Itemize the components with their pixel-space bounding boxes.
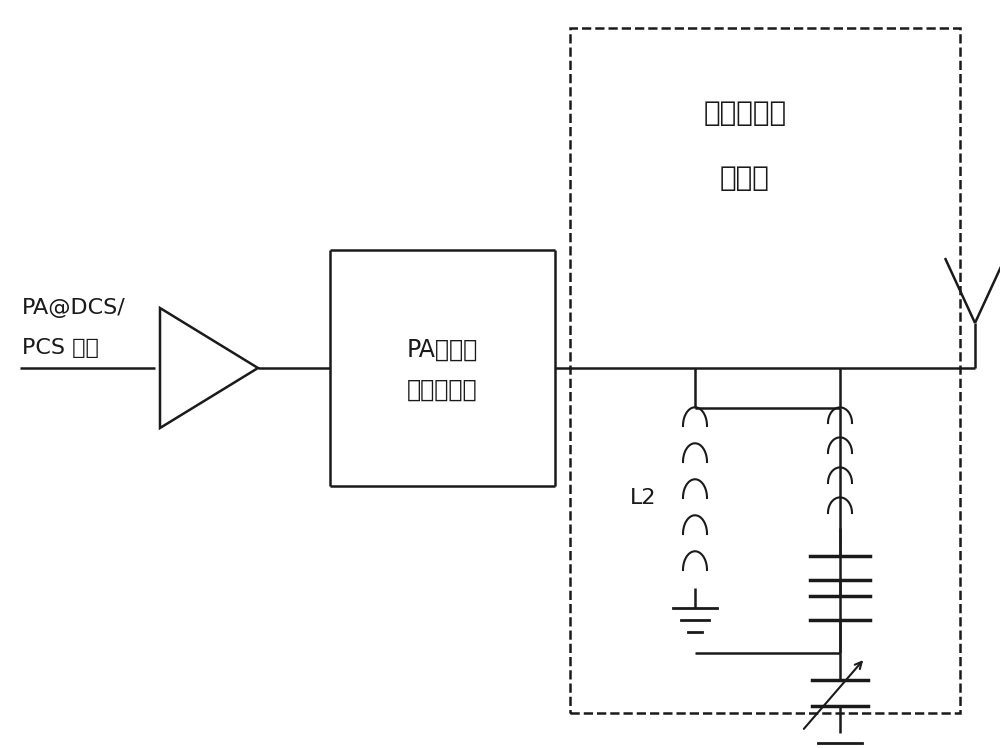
Text: 频率可调谐: 频率可调谐 (703, 99, 787, 127)
Text: 谐波滤波器: 谐波滤波器 (407, 378, 478, 402)
Text: 滤波器: 滤波器 (720, 164, 770, 192)
Text: L2: L2 (630, 488, 656, 508)
Text: PA@DCS/: PA@DCS/ (22, 298, 126, 318)
FancyBboxPatch shape (570, 28, 960, 713)
Text: PCS 频带: PCS 频带 (22, 338, 99, 358)
Text: PA匹配，: PA匹配， (407, 338, 478, 362)
